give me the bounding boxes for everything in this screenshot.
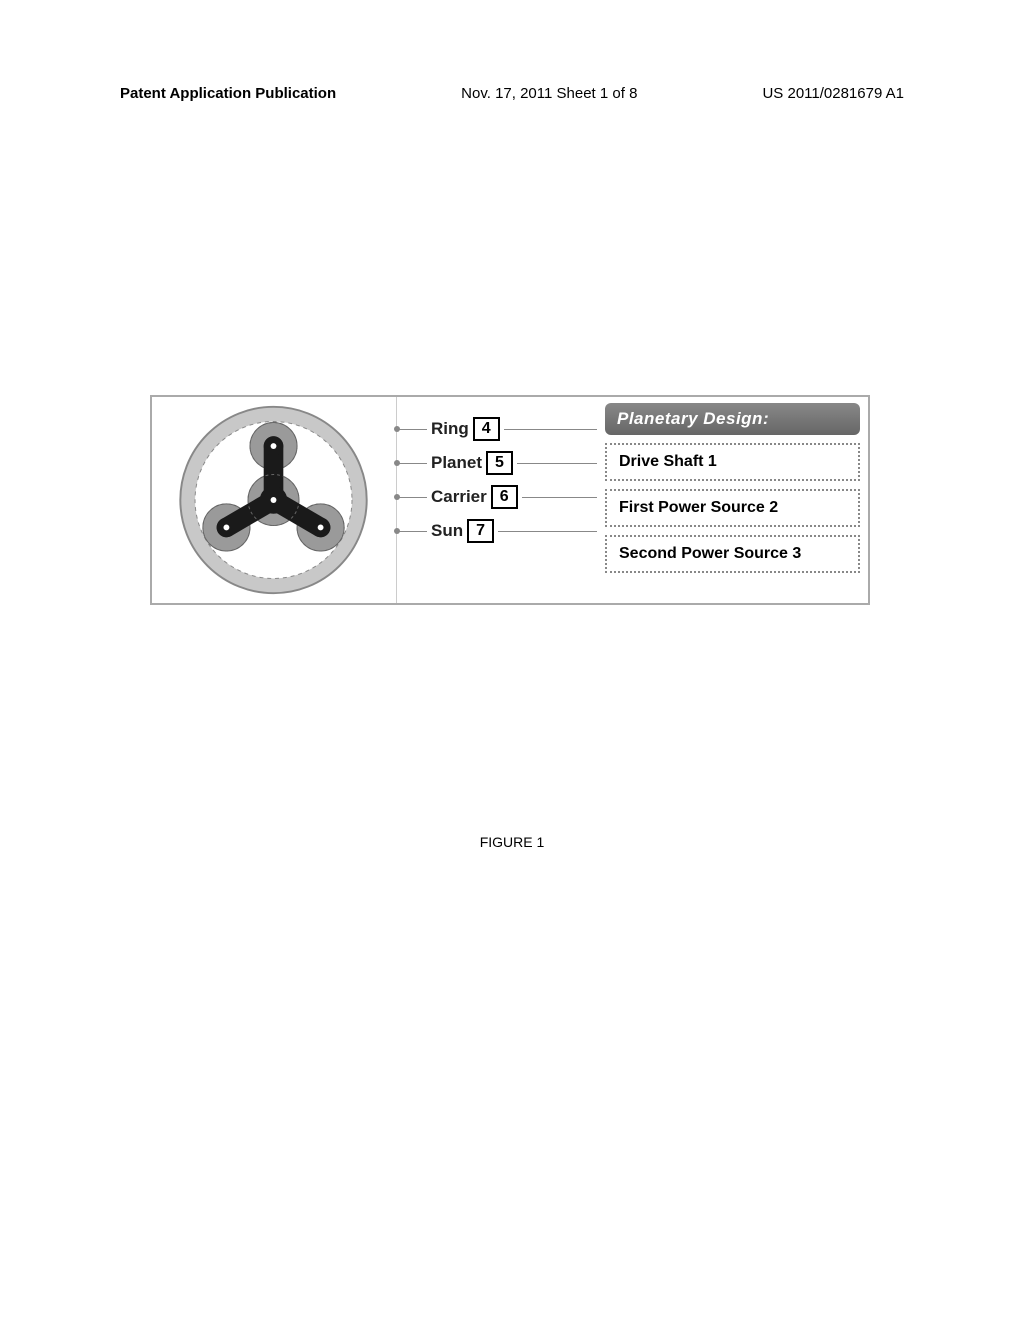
planetary-gear-illustration <box>152 397 397 603</box>
label-carrier-num: 6 <box>491 485 518 509</box>
label-planet-text: Planet <box>431 453 482 473</box>
design-title: Planetary Design: <box>605 403 860 435</box>
label-planet-num: 5 <box>486 451 513 475</box>
label-planet: Planet 5 <box>397 451 597 475</box>
header-center: Nov. 17, 2011 Sheet 1 of 8 <box>461 85 637 102</box>
label-ring: Ring 4 <box>397 417 597 441</box>
label-sun-text: Sun <box>431 521 463 541</box>
header-left: Patent Application Publication <box>120 85 336 102</box>
label-carrier: Carrier 6 <box>397 485 597 509</box>
gear-svg <box>152 397 396 603</box>
header-right: US 2011/0281679 A1 <box>762 85 904 102</box>
label-ring-text: Ring <box>431 419 469 439</box>
figure-panel: Ring 4 Planet 5 Carrier 6 Sun 7 Planetar… <box>150 395 870 605</box>
design-item-3: Second Power Source 3 <box>605 535 860 573</box>
label-carrier-text: Carrier <box>431 487 487 507</box>
label-sun: Sun 7 <box>397 519 597 543</box>
design-panel: Planetary Design: Drive Shaft 1 First Po… <box>597 397 868 603</box>
design-item-2: First Power Source 2 <box>605 489 860 527</box>
label-sun-num: 7 <box>467 519 494 543</box>
label-ring-num: 4 <box>473 417 500 441</box>
component-labels: Ring 4 Planet 5 Carrier 6 Sun 7 <box>397 397 597 603</box>
page-header: Patent Application Publication Nov. 17, … <box>120 85 904 102</box>
figure-caption: FIGURE 1 <box>0 834 1024 850</box>
design-item-1: Drive Shaft 1 <box>605 443 860 481</box>
